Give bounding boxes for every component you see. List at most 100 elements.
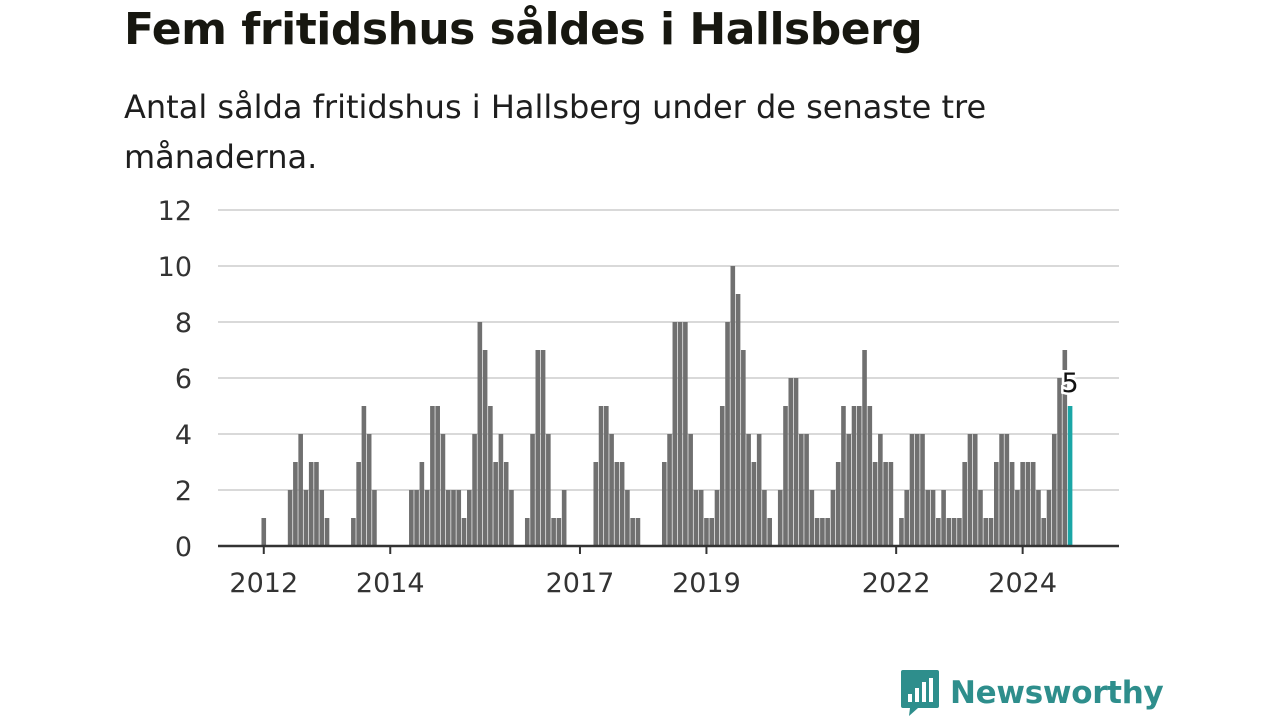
bar — [872, 462, 878, 546]
bar-chart: 0 2 4 6 8 10 12 2012 2014 2017 2019 2022 2024 5 — [158, 196, 1119, 599]
bar — [777, 490, 783, 546]
y-tick-label: 12 — [158, 196, 192, 227]
bar — [456, 490, 462, 546]
y-tick-label: 0 — [175, 532, 192, 563]
bar — [941, 490, 946, 546]
bar — [925, 490, 931, 546]
bar — [351, 518, 356, 546]
bar — [667, 434, 672, 546]
bar — [983, 518, 989, 546]
bar — [451, 490, 456, 546]
bar — [372, 490, 377, 546]
bar — [1020, 462, 1025, 546]
bar — [430, 406, 435, 546]
bar — [1057, 378, 1062, 546]
x-tick-label: 2012 — [229, 568, 298, 599]
y-tick-label: 8 — [175, 308, 192, 339]
bar — [672, 322, 678, 546]
bar — [767, 518, 772, 546]
bar — [835, 462, 841, 546]
bar — [804, 434, 809, 546]
bar — [862, 350, 867, 546]
bar — [867, 406, 873, 546]
x-tick-label: 2024 — [988, 568, 1057, 599]
bar — [419, 462, 425, 546]
bar — [424, 490, 430, 546]
bar — [593, 462, 599, 546]
bar — [830, 490, 836, 546]
bar — [883, 462, 888, 546]
bar — [540, 350, 546, 546]
bar — [298, 434, 303, 546]
y-tick-label: 10 — [158, 252, 192, 283]
bar — [783, 406, 788, 546]
bar — [1062, 350, 1068, 546]
bar — [530, 434, 535, 546]
bar — [625, 490, 630, 546]
bar — [946, 518, 952, 546]
bar — [735, 294, 741, 546]
bar — [851, 406, 857, 546]
bar — [930, 490, 936, 546]
x-tick-label: 2022 — [862, 568, 931, 599]
bar — [303, 490, 309, 546]
bar — [820, 518, 825, 546]
bar — [704, 518, 709, 546]
bar — [261, 518, 267, 546]
bar — [914, 434, 920, 546]
bar — [314, 462, 319, 546]
bar — [909, 434, 915, 546]
bar — [841, 406, 846, 546]
bar — [714, 490, 720, 546]
bar — [614, 462, 620, 546]
bar — [978, 490, 983, 546]
bar — [619, 462, 625, 546]
y-tick-label: 4 — [175, 420, 192, 451]
bar — [482, 350, 488, 546]
bar — [319, 490, 325, 546]
highlight-data-label: 5 — [1061, 368, 1078, 399]
bar — [899, 518, 904, 546]
chart-title: Fem fritidshus såldes i Hallsberg — [124, 4, 923, 55]
bar — [793, 378, 799, 546]
bar — [461, 518, 467, 546]
bar — [477, 322, 483, 546]
bar — [503, 462, 509, 546]
bar — [509, 490, 514, 546]
bar — [1041, 518, 1047, 546]
bar — [999, 434, 1004, 546]
bar — [1015, 490, 1020, 546]
bar — [414, 490, 419, 546]
y-tick-label: 2 — [175, 476, 192, 507]
bar — [799, 434, 804, 546]
bar — [957, 518, 962, 546]
bar — [440, 434, 446, 546]
bar — [730, 266, 736, 546]
bar — [287, 490, 293, 546]
bar — [493, 462, 498, 546]
bar — [561, 490, 567, 546]
brand-logo: Newsworthy — [900, 668, 1164, 718]
bar — [1030, 462, 1036, 546]
bar — [677, 322, 683, 546]
bar — [693, 490, 699, 546]
bar — [308, 462, 314, 546]
bar — [1051, 434, 1057, 546]
x-tick-label: 2014 — [356, 568, 425, 599]
bar — [1025, 462, 1031, 546]
bar — [661, 462, 667, 546]
bar — [498, 434, 504, 546]
bar — [846, 434, 852, 546]
bar — [904, 490, 910, 546]
bar — [630, 518, 635, 546]
bar — [856, 406, 862, 546]
bar — [878, 434, 883, 546]
bar — [356, 462, 361, 546]
bar — [366, 434, 372, 546]
bar — [467, 490, 472, 546]
bar — [809, 490, 815, 546]
bar — [746, 434, 751, 546]
bar — [709, 518, 715, 546]
bar — [445, 490, 451, 546]
bar — [756, 434, 762, 546]
